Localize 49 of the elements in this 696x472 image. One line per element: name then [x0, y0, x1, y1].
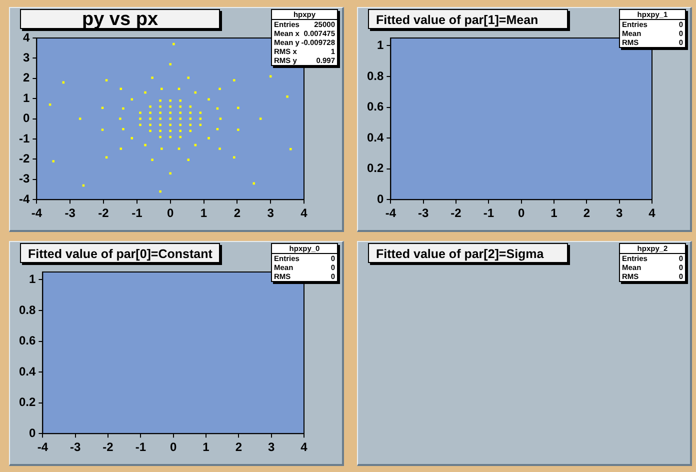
x-tick-label: 0	[170, 440, 177, 454]
x-tick-label: 3	[616, 206, 623, 220]
x-tick-label: 4	[300, 440, 308, 454]
chart-title: py vs px	[20, 9, 220, 30]
y-tick-label: 0.6	[366, 100, 384, 114]
x-tick-label: 2	[583, 206, 590, 220]
y-tick-label: 0.4	[18, 364, 36, 378]
x-tick-label: 4	[300, 206, 308, 220]
x-tick-label: -2	[98, 206, 110, 220]
x-tick-label: 4	[648, 206, 656, 220]
x-tick-label: -1	[483, 206, 494, 220]
y-tick-label: 0	[28, 426, 36, 440]
y-tick-label: -3	[19, 172, 30, 186]
x-tick-label: 2	[235, 440, 242, 454]
chart-title: Fitted value of par[1]=Mean	[368, 9, 568, 29]
x-tick-label: -1	[132, 206, 143, 220]
x-tick-label: -1	[135, 440, 146, 454]
y-tick-label: 0.8	[18, 302, 36, 317]
text: Fitted value of par[2]=Sigma	[368, 243, 568, 263]
y-tick-label: 0.8	[366, 68, 384, 83]
x-tick-label: 3	[268, 440, 275, 454]
y-tick-label: -1	[19, 131, 30, 146]
x-tick-label: 0	[166, 206, 174, 220]
y-tick-label: -4	[19, 192, 30, 206]
x-tick-label: -3	[70, 440, 82, 454]
x-tick-label: -2	[450, 206, 462, 220]
x-tick-label: 3	[267, 206, 274, 220]
y-tick-label: 0.6	[18, 334, 36, 348]
y-tick-label: 1	[376, 38, 384, 52]
x-tick-label: -3	[64, 206, 76, 220]
x-tick-label: 0	[518, 206, 525, 220]
x-tick-label: -2	[102, 440, 114, 454]
chart-title: Fitted value of par[0]=Constant	[20, 243, 220, 263]
y-tick-label: 1	[22, 90, 30, 105]
y-tick-label: 0.4	[366, 130, 384, 144]
y-tick-label: 3	[22, 50, 30, 65]
x-tick-label: 1	[202, 440, 210, 454]
y-tick-label: 0	[22, 111, 30, 126]
x-tick-label: 2	[234, 206, 241, 220]
y-tick-label: 4	[22, 30, 30, 44]
y-tick-label: 0.2	[366, 161, 384, 176]
x-tick-label: 1	[200, 206, 208, 220]
x-tick-label: 1	[550, 206, 558, 220]
y-tick-label: 2	[22, 70, 30, 85]
y-tick-label: 0	[376, 192, 384, 206]
y-tick-label: 0.2	[18, 395, 36, 410]
y-tick-label: 1	[28, 272, 36, 286]
x-tick-label: -3	[418, 206, 430, 220]
y-tick-label: -2	[19, 152, 30, 166]
